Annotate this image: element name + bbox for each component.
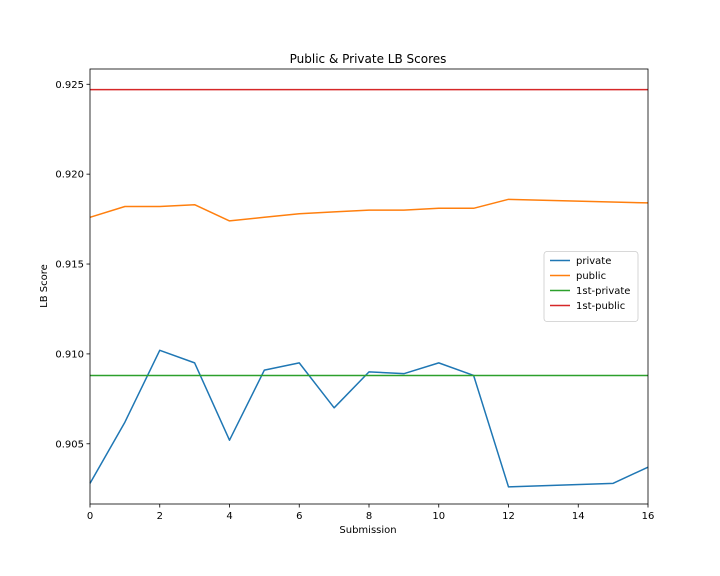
legend-label-public: public: [576, 271, 606, 282]
legend: private public 1st-private 1st-public: [543, 251, 639, 322]
legend-box: [543, 251, 639, 322]
legend-label-private: private: [576, 256, 611, 267]
x-tick-label: 8: [366, 511, 372, 522]
x-axis-title: Submission: [339, 525, 396, 536]
y-axis-title: LB Score: [39, 264, 50, 308]
series-line-private: [89, 349, 649, 488]
y-tick-label: 0.905: [55, 439, 84, 450]
legend-label-1st-public: 1st-public: [576, 301, 625, 312]
axes: 0 2 4 6 8 10 12 14 16 0.905 0.910 0.915 0.920 0.925: [55, 68, 655, 522]
x-tick-label: 16: [642, 511, 655, 522]
x-tick-label: 2: [157, 511, 163, 522]
x-tick-label: 0: [87, 511, 93, 522]
x-tick-label: 4: [226, 511, 232, 522]
x-tick-label: 14: [572, 511, 585, 522]
y-tick-label: 0.925: [55, 80, 84, 91]
legend-label-1st-private: 1st-private: [576, 286, 630, 297]
chart-title: Public & Private LB Scores: [290, 52, 447, 66]
series-line-public: [89, 198, 649, 222]
y-tick-label: 0.920: [55, 170, 84, 181]
y-tick-label: 0.915: [55, 260, 84, 271]
y-tick-label: 0.910: [55, 349, 84, 360]
x-tick-label: 6: [296, 511, 302, 522]
x-tick-label: 12: [502, 511, 515, 522]
x-tick-label: 10: [432, 511, 445, 522]
plot-area: [89, 88, 649, 488]
